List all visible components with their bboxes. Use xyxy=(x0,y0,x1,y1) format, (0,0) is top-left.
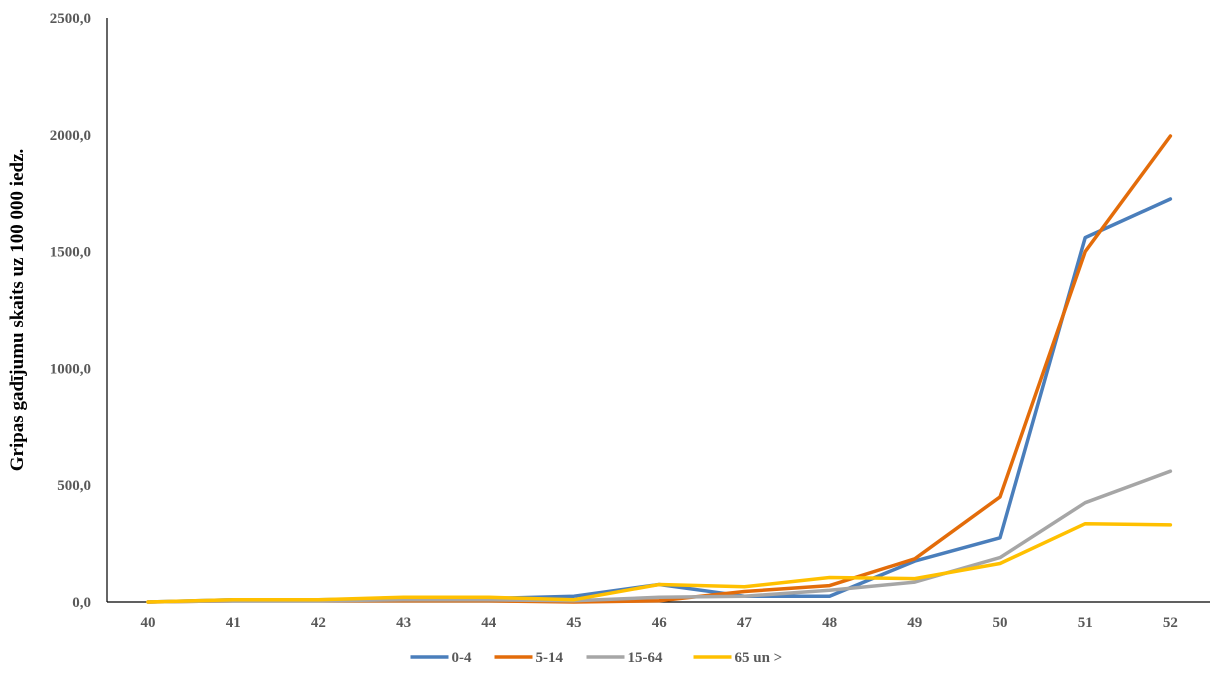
x-tick-label: 51 xyxy=(1078,615,1093,631)
legend-label: 15-64 xyxy=(628,650,663,666)
series-line-65-un xyxy=(146,521,1173,604)
x-tick-label: 46 xyxy=(652,615,668,631)
legend-item: 5-14 xyxy=(494,650,564,666)
x-tick-label: 40 xyxy=(141,615,156,631)
y-tick-label: 500,0 xyxy=(57,478,91,494)
series-line-0-4 xyxy=(146,197,1173,604)
y-tick-label: 2500,0 xyxy=(50,11,91,27)
x-tick-label: 45 xyxy=(567,615,582,631)
y-tick-label: 2000,0 xyxy=(50,128,91,144)
series-line-5-14 xyxy=(146,134,1173,604)
y-tick-label: 1500,0 xyxy=(50,245,91,261)
series-line-15-64 xyxy=(146,469,1173,604)
x-tick-label: 50 xyxy=(993,615,1008,631)
legend-label: 5-14 xyxy=(536,650,564,666)
x-tick-label: 49 xyxy=(907,615,922,631)
x-tick-label: 52 xyxy=(1163,615,1178,631)
x-tick-label: 43 xyxy=(396,615,411,631)
legend-item: 0-4 xyxy=(410,650,472,666)
legend-item: 15-64 xyxy=(586,650,663,666)
y-axis-title: Gripas gadījumu skaits uz 100 000 iedz. xyxy=(7,149,28,472)
x-tick-label: 41 xyxy=(226,615,241,631)
legend: 0-4 5-14 15-64 65 un > xyxy=(410,650,783,666)
x-tick-labels: 40 41 42 43 44 45 46 47 48 49 50 51 52 xyxy=(141,615,1178,631)
legend-item: 65 un > xyxy=(693,650,783,666)
y-tick-labels: 0,0 500,0 1000,0 1500,0 2000,0 2500,0 xyxy=(50,11,91,611)
series-lines xyxy=(146,134,1173,604)
y-tick-label: 1000,0 xyxy=(50,361,91,377)
x-tick-label: 47 xyxy=(737,615,753,631)
x-tick-label: 42 xyxy=(311,615,326,631)
x-tick-label: 44 xyxy=(481,615,497,631)
y-tick-label: 0,0 xyxy=(72,595,91,611)
x-tick-label: 48 xyxy=(822,615,837,631)
legend-label: 65 un > xyxy=(735,650,783,666)
legend-label: 0-4 xyxy=(452,650,472,666)
